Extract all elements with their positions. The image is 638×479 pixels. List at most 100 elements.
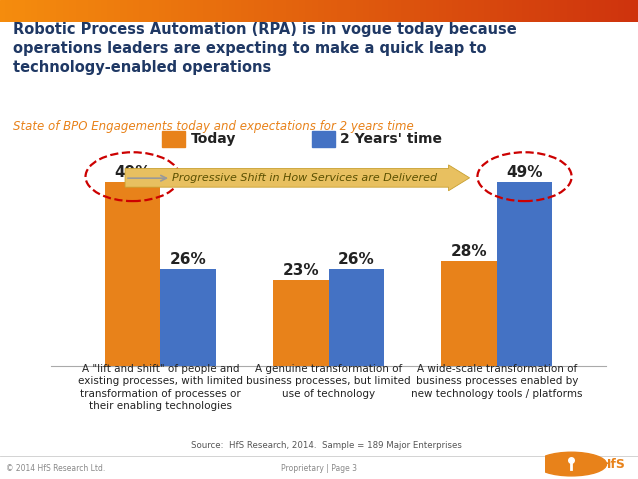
Text: A wide-scale transformation of
business processes enabled by
new technology tool: A wide-scale transformation of business … (411, 364, 582, 399)
Bar (466, 0, 472, 22)
Bar (485, 0, 491, 22)
Bar (230, 0, 236, 22)
Bar (568, 0, 574, 22)
Bar (236, 0, 242, 22)
Bar (83, 0, 89, 22)
Bar (115, 0, 121, 22)
Bar (19, 0, 26, 22)
Bar (153, 0, 160, 22)
Bar (300, 0, 306, 22)
Bar (329, 269, 384, 366)
Bar (364, 0, 370, 22)
Bar (198, 0, 204, 22)
Text: 49%: 49% (114, 165, 151, 181)
Bar (561, 0, 568, 22)
Bar (587, 0, 593, 22)
Text: HfS: HfS (601, 457, 626, 470)
Text: State of BPO Engagements today and expectations for 2 years time: State of BPO Engagements today and expec… (13, 120, 413, 133)
Bar (105, 182, 160, 366)
Bar (274, 0, 281, 22)
Bar (441, 261, 497, 366)
Bar (408, 0, 415, 22)
Text: Robotic Process Automation (RPA) is in vogue today because
operations leaders ar: Robotic Process Automation (RPA) is in v… (13, 22, 517, 75)
Bar (13, 0, 19, 22)
Bar (287, 0, 293, 22)
Bar (632, 0, 638, 22)
Bar (606, 0, 612, 22)
Bar (517, 0, 523, 22)
Bar (421, 0, 427, 22)
Bar (625, 0, 632, 22)
Bar (396, 0, 402, 22)
Bar (32, 0, 38, 22)
Bar (415, 0, 421, 22)
Bar (102, 0, 108, 22)
Bar (612, 0, 619, 22)
Bar (45, 0, 51, 22)
Bar (281, 0, 287, 22)
Bar (338, 0, 345, 22)
Bar (325, 0, 332, 22)
Text: © 2014 HfS Research Ltd.: © 2014 HfS Research Ltd. (6, 464, 106, 473)
Bar (134, 0, 140, 22)
Bar (273, 280, 329, 366)
Bar (370, 0, 376, 22)
Text: Proprietary | Page 3: Proprietary | Page 3 (281, 464, 357, 473)
Bar (89, 0, 96, 22)
Bar (510, 0, 517, 22)
Bar (313, 0, 319, 22)
Text: 49%: 49% (507, 165, 543, 181)
Text: Progressive Shift in How Services are Delivered: Progressive Shift in How Services are De… (172, 173, 438, 183)
Bar (64, 0, 70, 22)
Bar (140, 0, 147, 22)
Text: Today: Today (190, 132, 236, 147)
Bar (6, 0, 13, 22)
Bar (162, 131, 185, 148)
Bar (160, 0, 166, 22)
Bar (306, 0, 313, 22)
Bar (447, 0, 453, 22)
Bar (211, 0, 217, 22)
Bar (555, 0, 561, 22)
Bar (593, 0, 600, 22)
Bar (351, 0, 357, 22)
Bar (70, 0, 77, 22)
Bar (459, 0, 466, 22)
Bar (600, 0, 606, 22)
Bar (262, 0, 268, 22)
Bar (38, 0, 45, 22)
Bar (478, 0, 485, 22)
Bar (498, 0, 504, 22)
Circle shape (536, 452, 607, 476)
Bar (376, 0, 383, 22)
Bar (549, 0, 555, 22)
Bar (440, 0, 447, 22)
Text: A "lift and shift" of people and
existing processes, with limited
transformation: A "lift and shift" of people and existin… (78, 364, 243, 411)
Bar (147, 0, 153, 22)
Bar (357, 0, 364, 22)
Bar (26, 0, 32, 22)
Bar (108, 0, 115, 22)
Bar (453, 0, 459, 22)
Bar (345, 0, 351, 22)
Bar (185, 0, 191, 22)
Bar (128, 0, 134, 22)
Bar (57, 0, 64, 22)
Bar (204, 0, 211, 22)
Bar (312, 131, 335, 148)
Bar (96, 0, 102, 22)
Bar (268, 0, 274, 22)
Bar (319, 0, 325, 22)
Text: 26%: 26% (338, 252, 375, 267)
Bar (536, 0, 542, 22)
Text: 26%: 26% (170, 252, 207, 267)
Bar (0, 0, 6, 22)
Bar (223, 0, 230, 22)
Text: 23%: 23% (283, 263, 319, 278)
Bar (504, 0, 510, 22)
Bar (389, 0, 396, 22)
Bar (434, 0, 440, 22)
Bar (383, 0, 389, 22)
Bar (574, 0, 581, 22)
Text: A genuine transformation of
business processes, but limited
use of technology: A genuine transformation of business pro… (246, 364, 411, 399)
